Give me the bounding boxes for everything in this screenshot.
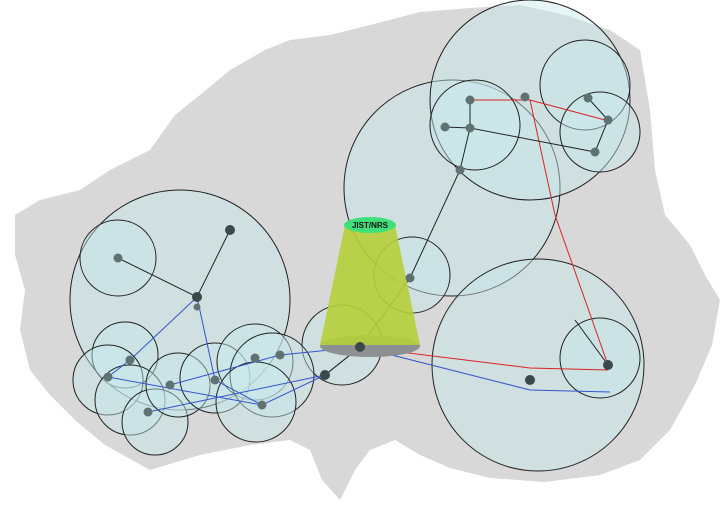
node	[465, 95, 475, 105]
node	[193, 303, 201, 311]
node	[603, 115, 613, 125]
beam-cone: JIST/NRS	[320, 217, 420, 357]
link	[529, 99, 606, 121]
node	[103, 372, 113, 382]
link	[409, 126, 471, 279]
node	[525, 375, 535, 385]
node	[583, 93, 593, 103]
circle	[539, 39, 631, 131]
node	[455, 165, 465, 175]
nodes	[103, 92, 613, 417]
node	[320, 370, 330, 380]
link	[359, 346, 609, 371]
node	[143, 407, 153, 417]
node	[192, 292, 202, 302]
node	[355, 342, 365, 352]
circle	[121, 388, 189, 456]
node	[603, 360, 613, 370]
node	[520, 92, 530, 102]
node	[113, 253, 123, 263]
node	[125, 355, 135, 365]
circle	[559, 91, 641, 173]
cone-top	[344, 217, 396, 233]
node	[465, 123, 475, 133]
node	[257, 400, 267, 410]
circle	[91, 321, 159, 389]
link	[470, 99, 609, 366]
node	[405, 273, 415, 283]
site-label: JIST/NRS	[352, 221, 389, 230]
node	[590, 147, 600, 157]
node	[210, 375, 220, 385]
cone	[320, 225, 420, 345]
link	[359, 346, 611, 393]
circle	[429, 79, 521, 171]
node	[225, 225, 235, 235]
circle	[559, 317, 641, 399]
node	[250, 353, 260, 363]
node	[165, 380, 175, 390]
circle	[145, 352, 211, 418]
coverage-circles	[69, 0, 645, 472]
node	[440, 122, 450, 132]
link	[574, 319, 609, 366]
node	[275, 350, 285, 360]
